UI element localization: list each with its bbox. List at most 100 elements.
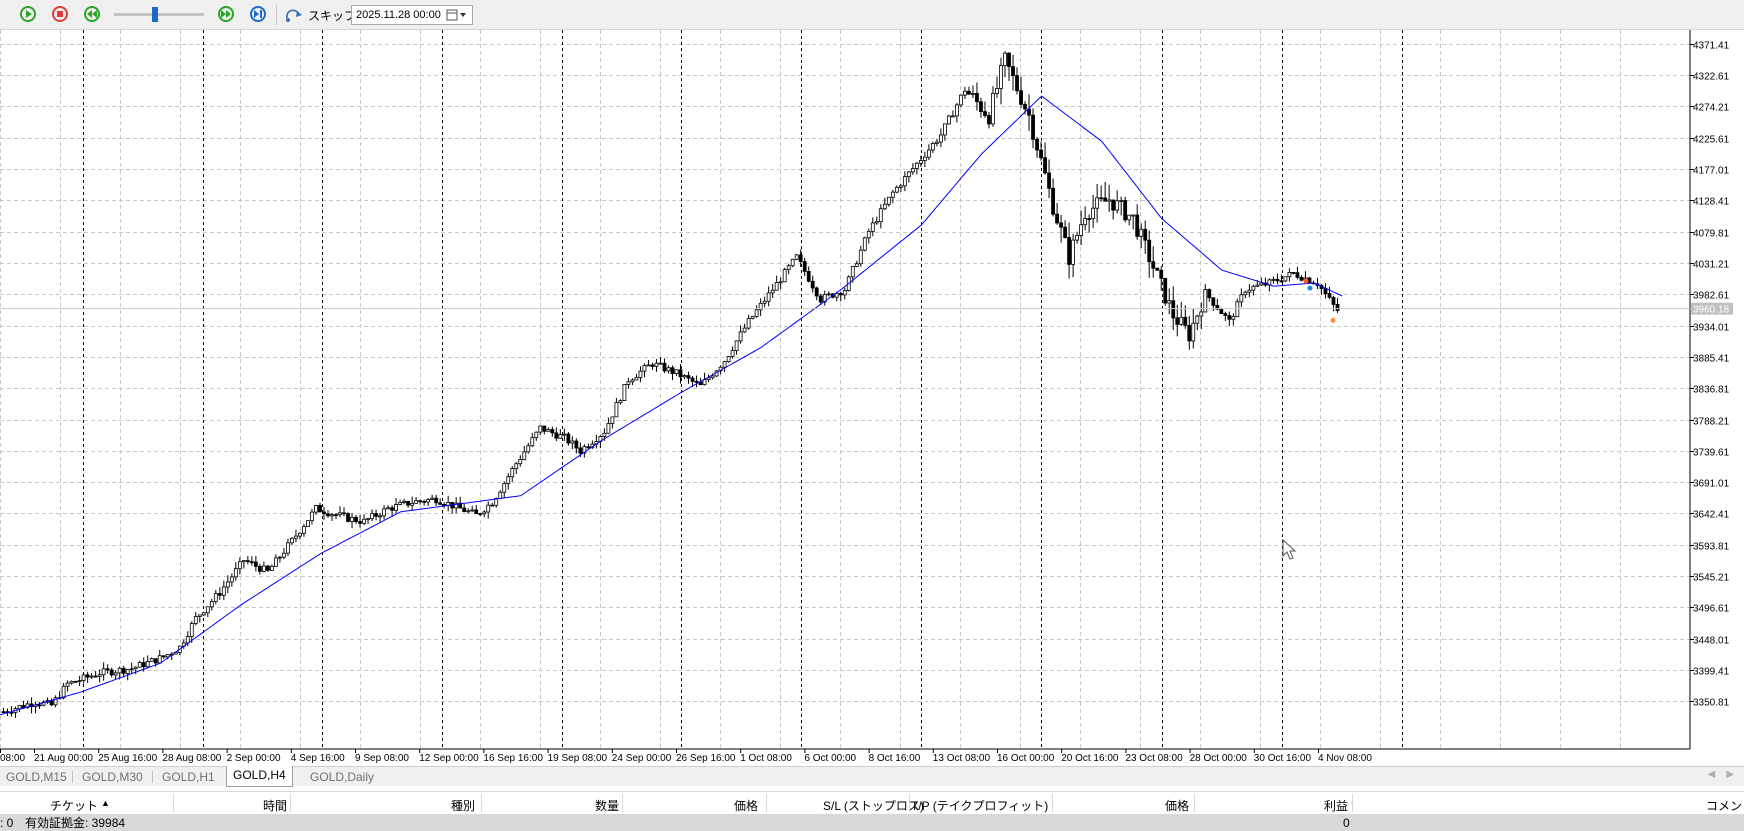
candle [882,197,887,211]
x-tick-label: 1 Oct 08:00 [740,753,792,764]
calendar-dropdown-icon[interactable] [446,9,468,21]
stop-icon[interactable] [52,6,68,22]
candle [366,517,370,525]
candle [1071,233,1075,278]
column-volume[interactable]: 数量 [595,799,620,813]
tab-gold-daily[interactable]: GOLD,Daily [310,770,375,784]
column-sl[interactable]: S/L (ストップロス) [823,799,924,813]
tab-scroll-arrows-icon[interactable]: ◀ ▶ [1707,769,1735,780]
candle [502,481,507,498]
column-ticket[interactable]: チケット [50,799,99,813]
candle [546,427,551,432]
candle [722,360,727,372]
candle [1235,298,1240,318]
trade-marker-icon [1303,278,1309,284]
candle [1035,136,1039,158]
candle [1323,283,1328,299]
candle [758,298,763,316]
candle [278,555,282,563]
balance-row[interactable]: : 0 有効証拠金: 39984 0 [0,815,1744,831]
candle [854,260,859,268]
fast-forward-icon[interactable] [218,6,234,22]
candle [253,555,258,572]
speed-slider-track[interactable] [114,13,204,16]
candle [983,101,987,118]
candle [350,513,354,529]
candle [898,183,903,192]
candle [878,204,883,229]
candle [934,138,939,147]
candle [181,639,186,650]
tab-separator [152,771,153,783]
candle [967,86,971,95]
mouse-cursor-icon [1282,538,1297,560]
candle [626,377,631,389]
candle [526,442,531,454]
column-profit[interactable]: 利益 [1324,799,1349,813]
price-chart[interactable]: 4371.41 4322.61 4274.21 4225.61 4177.01 4128.… [0,30,1744,767]
candlestick-chart[interactable]: 4371.41 4322.61 4274.21 4225.61 4177.01 4128.… [0,30,1744,767]
y-tick-label: 4371.41 [1693,41,1730,52]
candle [69,680,74,685]
tab-gold-m15[interactable]: GOLD,M15 [6,770,67,784]
column-type[interactable]: 種別 [451,799,476,813]
candle [918,155,923,167]
candle [650,362,655,370]
candle [1247,284,1252,298]
chart-tabs: GOLD,M15 GOLD,M30 GOLD,H1 GOLD,H4 GOLD,D… [0,766,1744,787]
candle [894,185,899,194]
candle [450,502,455,514]
candle [666,365,671,374]
column-separator [1194,794,1195,812]
play-icon[interactable] [20,6,36,22]
candle [1243,290,1248,299]
rewind-icon[interactable] [84,6,100,22]
x-tick-label: 25 Aug 16:00 [98,753,157,764]
column-current-price[interactable]: 価格 [1165,799,1190,813]
column-price[interactable]: 価格 [734,799,759,813]
candle [462,503,467,513]
candle [486,501,491,519]
tab-gold-h1[interactable]: GOLD,H1 [162,770,215,784]
candle [910,162,915,175]
column-time[interactable]: 時間 [263,799,288,813]
candle [1011,54,1015,91]
candle [726,355,731,363]
skip-to-end-icon[interactable] [250,6,266,22]
speed-slider-thumb[interactable] [152,7,158,22]
skip-date-value: 2025.11.28 00:00 [356,9,441,21]
candle [951,110,955,118]
candle [286,538,290,556]
skip-date-field[interactable]: 2025.11.28 00:00 [351,5,473,25]
candle [606,417,611,434]
candle [1223,311,1228,322]
skip-icon[interactable] [284,7,304,23]
candle [594,434,599,449]
candle [89,673,94,679]
candle [554,427,559,442]
candle [1091,194,1096,228]
y-tick-label: 4079.81 [1693,229,1730,240]
candle [213,589,218,605]
candle [354,514,358,524]
candle [922,151,927,167]
x-tick-label: 9 Sep 08:00 [355,753,409,764]
candle [1163,277,1168,306]
candle [694,375,699,388]
candle [105,664,110,674]
tab-gold-h4[interactable]: GOLD,H4 [226,766,293,787]
candle [261,561,266,573]
candle [37,701,42,709]
candle [1307,276,1312,284]
candle [1147,230,1152,278]
tab-gold-m30[interactable]: GOLD,M30 [82,770,143,784]
candle [334,513,338,520]
column-tp[interactable]: T/P (テイクプロフィット) [911,799,1049,813]
y-tick-label: 3399.41 [1693,667,1730,678]
candle [1043,142,1047,175]
skip-label[interactable]: スキップ [308,9,357,23]
candle [129,662,134,674]
candle [991,86,995,127]
candle [406,500,411,508]
candle [1187,315,1192,350]
